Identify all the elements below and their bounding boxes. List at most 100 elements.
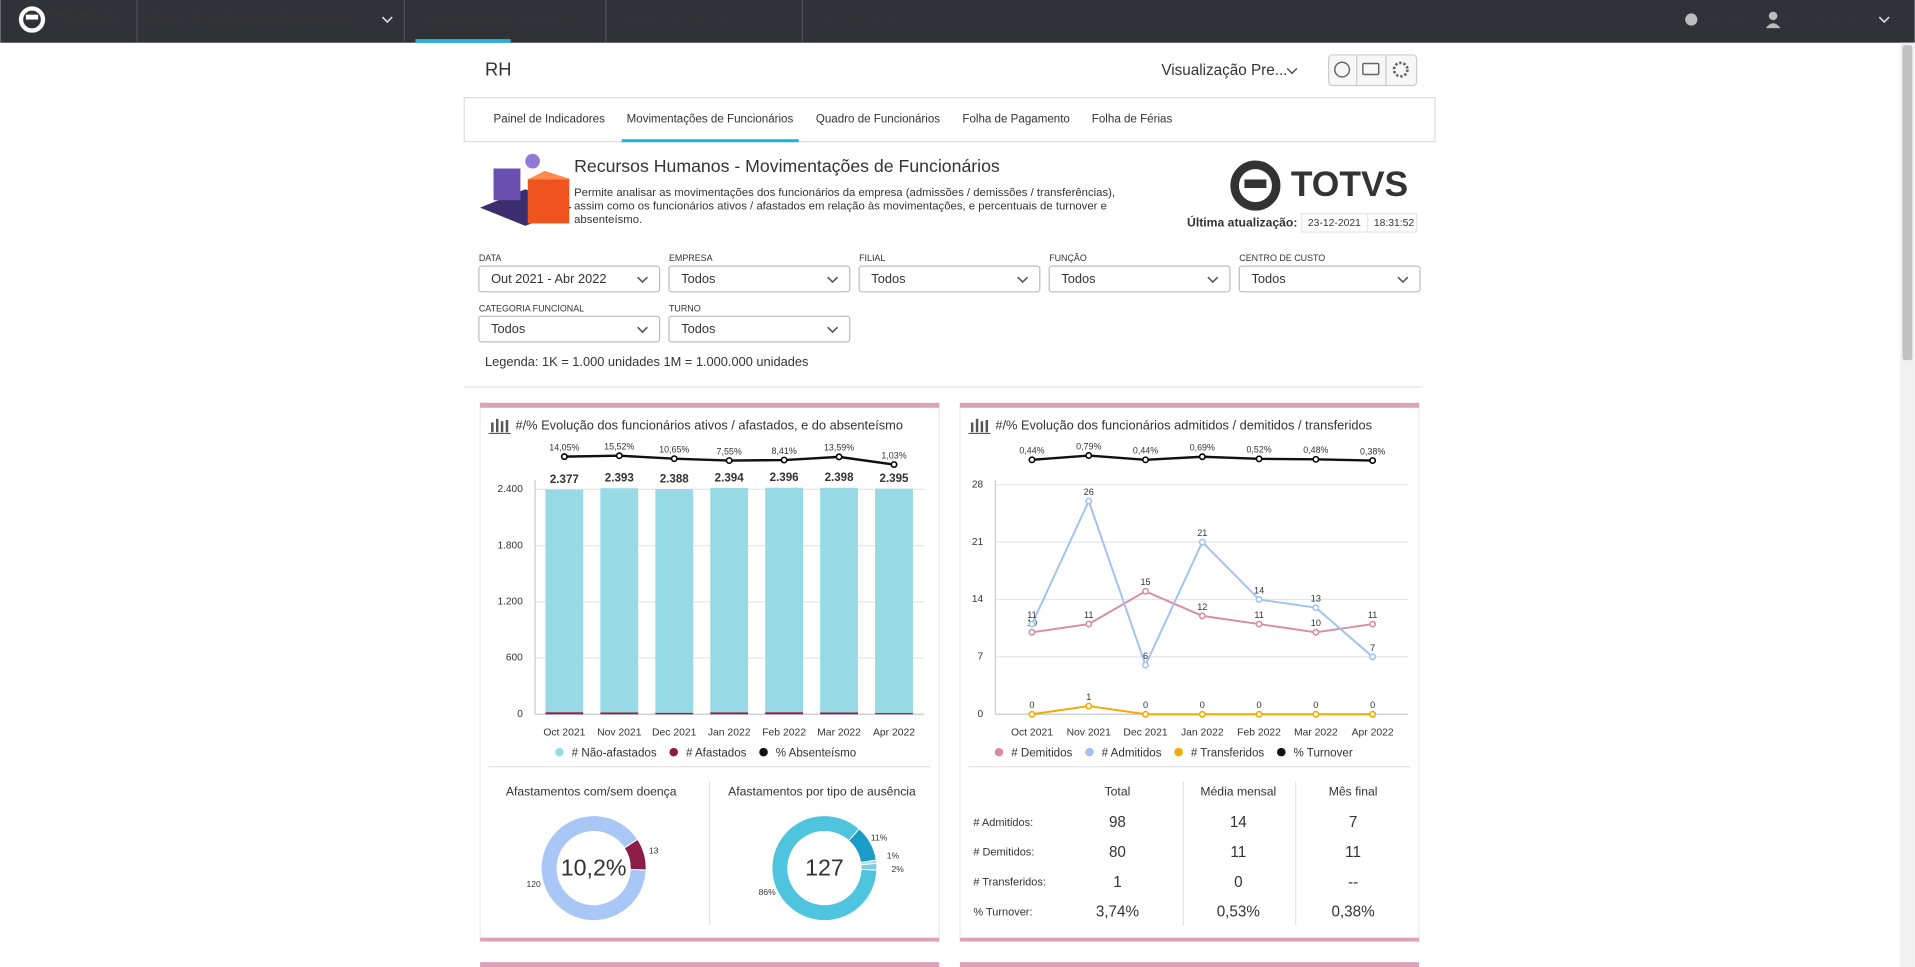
slice-label: 13 [649,846,659,856]
legend-swatch [669,747,679,757]
table-header: Mês final [1329,785,1378,799]
table-cell: 11 [1230,844,1246,861]
filter-label: FUNÇÃO [1049,253,1087,263]
icon-button[interactable] [1334,61,1351,78]
panel-top [480,962,940,967]
donut-slice [771,815,878,922]
point-marker [1198,612,1206,620]
filter-label: DATA [479,253,501,263]
donut-title: Afastamentos com/sem doença [506,785,677,799]
data-label: 15 [1140,577,1150,587]
chart-icon [505,420,509,433]
y-tick-label: 14 [972,594,984,605]
legend-label: % Absenteísmo [776,747,856,759]
icon-button[interactable] [1362,62,1380,76]
data-label: 21 [1197,528,1207,538]
chevron [827,326,839,334]
point-marker [615,452,623,460]
page-title: RH [485,59,511,80]
tab[interactable]: Folha de Férias [1092,114,1173,126]
app-name[interactable]: Fast Analytics Protheus ... [147,9,375,30]
chart-icon [495,418,499,433]
bar [655,712,694,715]
legend-swatch [994,747,1004,757]
data-label: 8,41% [771,446,796,456]
tab[interactable]: Quadro de Funcionários [816,114,940,126]
point-marker [1198,710,1206,718]
table-cell: 0,53% [1217,904,1261,921]
nav-item[interactable]: Relatórios [520,12,589,29]
chevron [1286,67,1298,75]
update-date: 23-12-2021 [1308,218,1361,229]
data-label: 11 [1084,610,1094,620]
nav-item[interactable]: Dados [739,12,783,29]
data-label: 11 [1368,610,1378,620]
panel-bottom [480,937,940,942]
filter-select[interactable] [1048,265,1231,293]
user-icon [1765,23,1781,29]
logo-icon [25,14,39,20]
tab[interactable]: Folha de Pagamento [962,114,1070,126]
donut-center: 127 [805,854,844,880]
filter-label: CATEGORIA FUNCIONAL [479,303,584,313]
nav-active [415,39,511,43]
filter-select[interactable] [478,315,661,343]
chevron [381,16,393,24]
chart-icon [985,420,989,433]
chevron [827,276,839,284]
date-box [1367,213,1418,233]
filter-select[interactable] [668,265,851,293]
x-tick-label: Oct 2021 [1011,727,1053,738]
chart-icon [491,422,494,433]
logo-icon [18,6,46,33]
banner-text: assim como os funcionários ativos / afas… [574,200,1107,212]
panel-top [959,962,1420,967]
chart-icon [980,421,984,433]
brand: TOTVS [52,9,117,31]
x-tick-label: Apr 2022 [1352,727,1394,738]
table-header: Média mensal [1200,785,1276,799]
data-label: 2.398 [825,472,855,484]
help[interactable]: Ajuda [1705,12,1745,29]
point-marker [1198,538,1206,546]
filter-select[interactable] [478,265,661,293]
legend-label: % Turnover [1294,747,1353,759]
filter-select[interactable] [1238,265,1421,293]
data-label: 7 [1370,643,1375,653]
data-label: 0 [1313,700,1318,710]
icon-button[interactable] [1392,61,1409,78]
data-label: 0 [1200,700,1205,710]
point-marker [1028,620,1036,628]
point-marker [1028,710,1036,718]
nav-item[interactable]: KPIs [625,12,658,29]
bar [600,712,639,715]
filter-select[interactable] [668,315,851,343]
point-marker [1142,587,1150,595]
nav-item[interactable]: Dashboards [425,12,513,29]
row-label: # Transferidos: [973,877,1046,889]
data-label: 6 [1143,651,1148,661]
point-marker [1255,710,1263,718]
table-cell: 80 [1109,844,1126,861]
nav-item[interactable]: Analisar [672,12,727,29]
filter-value: Todos [1252,271,1286,286]
bar [765,712,804,715]
table-cell: 7 [1349,814,1357,831]
data-label: 13 [1311,594,1321,604]
tab[interactable]: Movimentações de Funcionários [627,114,794,126]
tab[interactable]: Painel de Indicadores [494,114,606,126]
data-label: 0 [1143,700,1148,710]
data-label: 0,44% [1019,446,1044,456]
x-tick-label: Nov 2021 [1067,727,1112,738]
user[interactable]: Desenvolv... [1787,12,1870,29]
filter-select[interactable] [858,265,1041,293]
bar [545,712,584,715]
view-select[interactable]: Visualização Pre... [1161,62,1287,79]
legend-label: # Admitidos [1102,747,1162,759]
nav-item[interactable]: Administrar [823,12,900,29]
row-label: % Turnover: [973,907,1032,919]
bar [545,489,584,713]
x-tick-label: Dec 2021 [652,727,697,738]
banner-text: Permite analisar as movimentações dos fu… [574,187,1115,199]
